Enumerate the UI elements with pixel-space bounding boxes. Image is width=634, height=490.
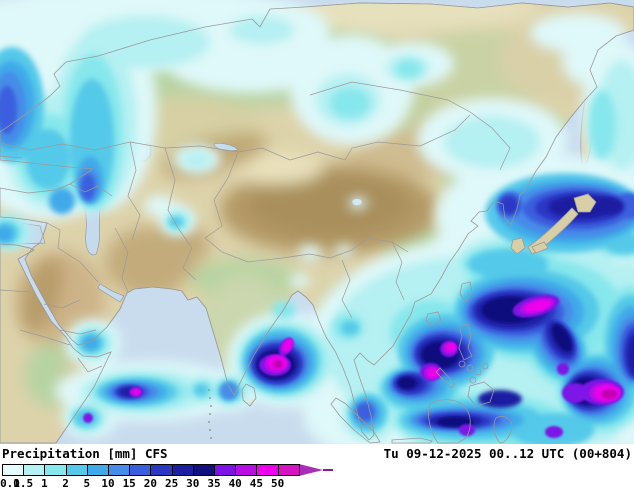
legend-segment: [65, 464, 88, 476]
legend-tick-label: 20: [143, 477, 158, 490]
legend-tick-label: 35: [207, 477, 221, 490]
coastline-overlay: [0, 2, 634, 444]
map-canvas: [0, 0, 634, 444]
legend-segment: [150, 464, 173, 476]
legend-overflow-arrow: [298, 464, 333, 476]
legend-segment: [23, 464, 46, 476]
legend-segment: [214, 464, 237, 476]
precipitation-map: [0, 0, 634, 444]
legend-tick-label: 10: [101, 477, 115, 490]
legend-tick-label: 30: [186, 477, 200, 490]
legend-segment: [277, 464, 300, 476]
legend-tick-label: 25: [164, 477, 179, 490]
legend-tick-label: 0.5: [13, 477, 34, 490]
legend-tick-label: 40: [228, 477, 242, 490]
legend-segment: [2, 464, 25, 476]
legend-segment: [86, 464, 109, 476]
legend-tick-label: 15: [122, 477, 136, 490]
legend-tick-label: 50: [270, 477, 285, 490]
persian-gulf: [97, 283, 125, 303]
valid-time-label: Tu 09-12-2025 00..12 UTC (00+804): [383, 446, 632, 461]
legend-tick-label: 2: [62, 477, 69, 490]
legend-tick-label: 45: [249, 477, 264, 490]
map-title: Precipitation [mm] CFS: [2, 446, 168, 461]
japan-islands: [510, 193, 597, 255]
map-footer: Precipitation [mm] CFS Tu 09-12-2025 00.…: [0, 444, 634, 490]
country-borders: [0, 81, 511, 373]
legend-segment: [44, 464, 67, 476]
legend-scale: 0.1 0.5 1 2 5 10 15 20 25 30 35 40 45 50: [0, 464, 634, 490]
legend-segment: [235, 464, 258, 476]
maldives-island-dots: [208, 389, 212, 439]
legend-segment: [192, 464, 215, 476]
legend-segment: [171, 464, 194, 476]
legend-segment: [108, 464, 131, 476]
legend-tick-label: 0.1: [0, 477, 20, 490]
legend-segment: [129, 464, 152, 476]
precip-level-50: [273, 360, 617, 399]
legend-tick-label: 5: [83, 477, 91, 490]
legend-segment: [256, 464, 279, 476]
legend-tick-label: 1: [41, 477, 48, 490]
